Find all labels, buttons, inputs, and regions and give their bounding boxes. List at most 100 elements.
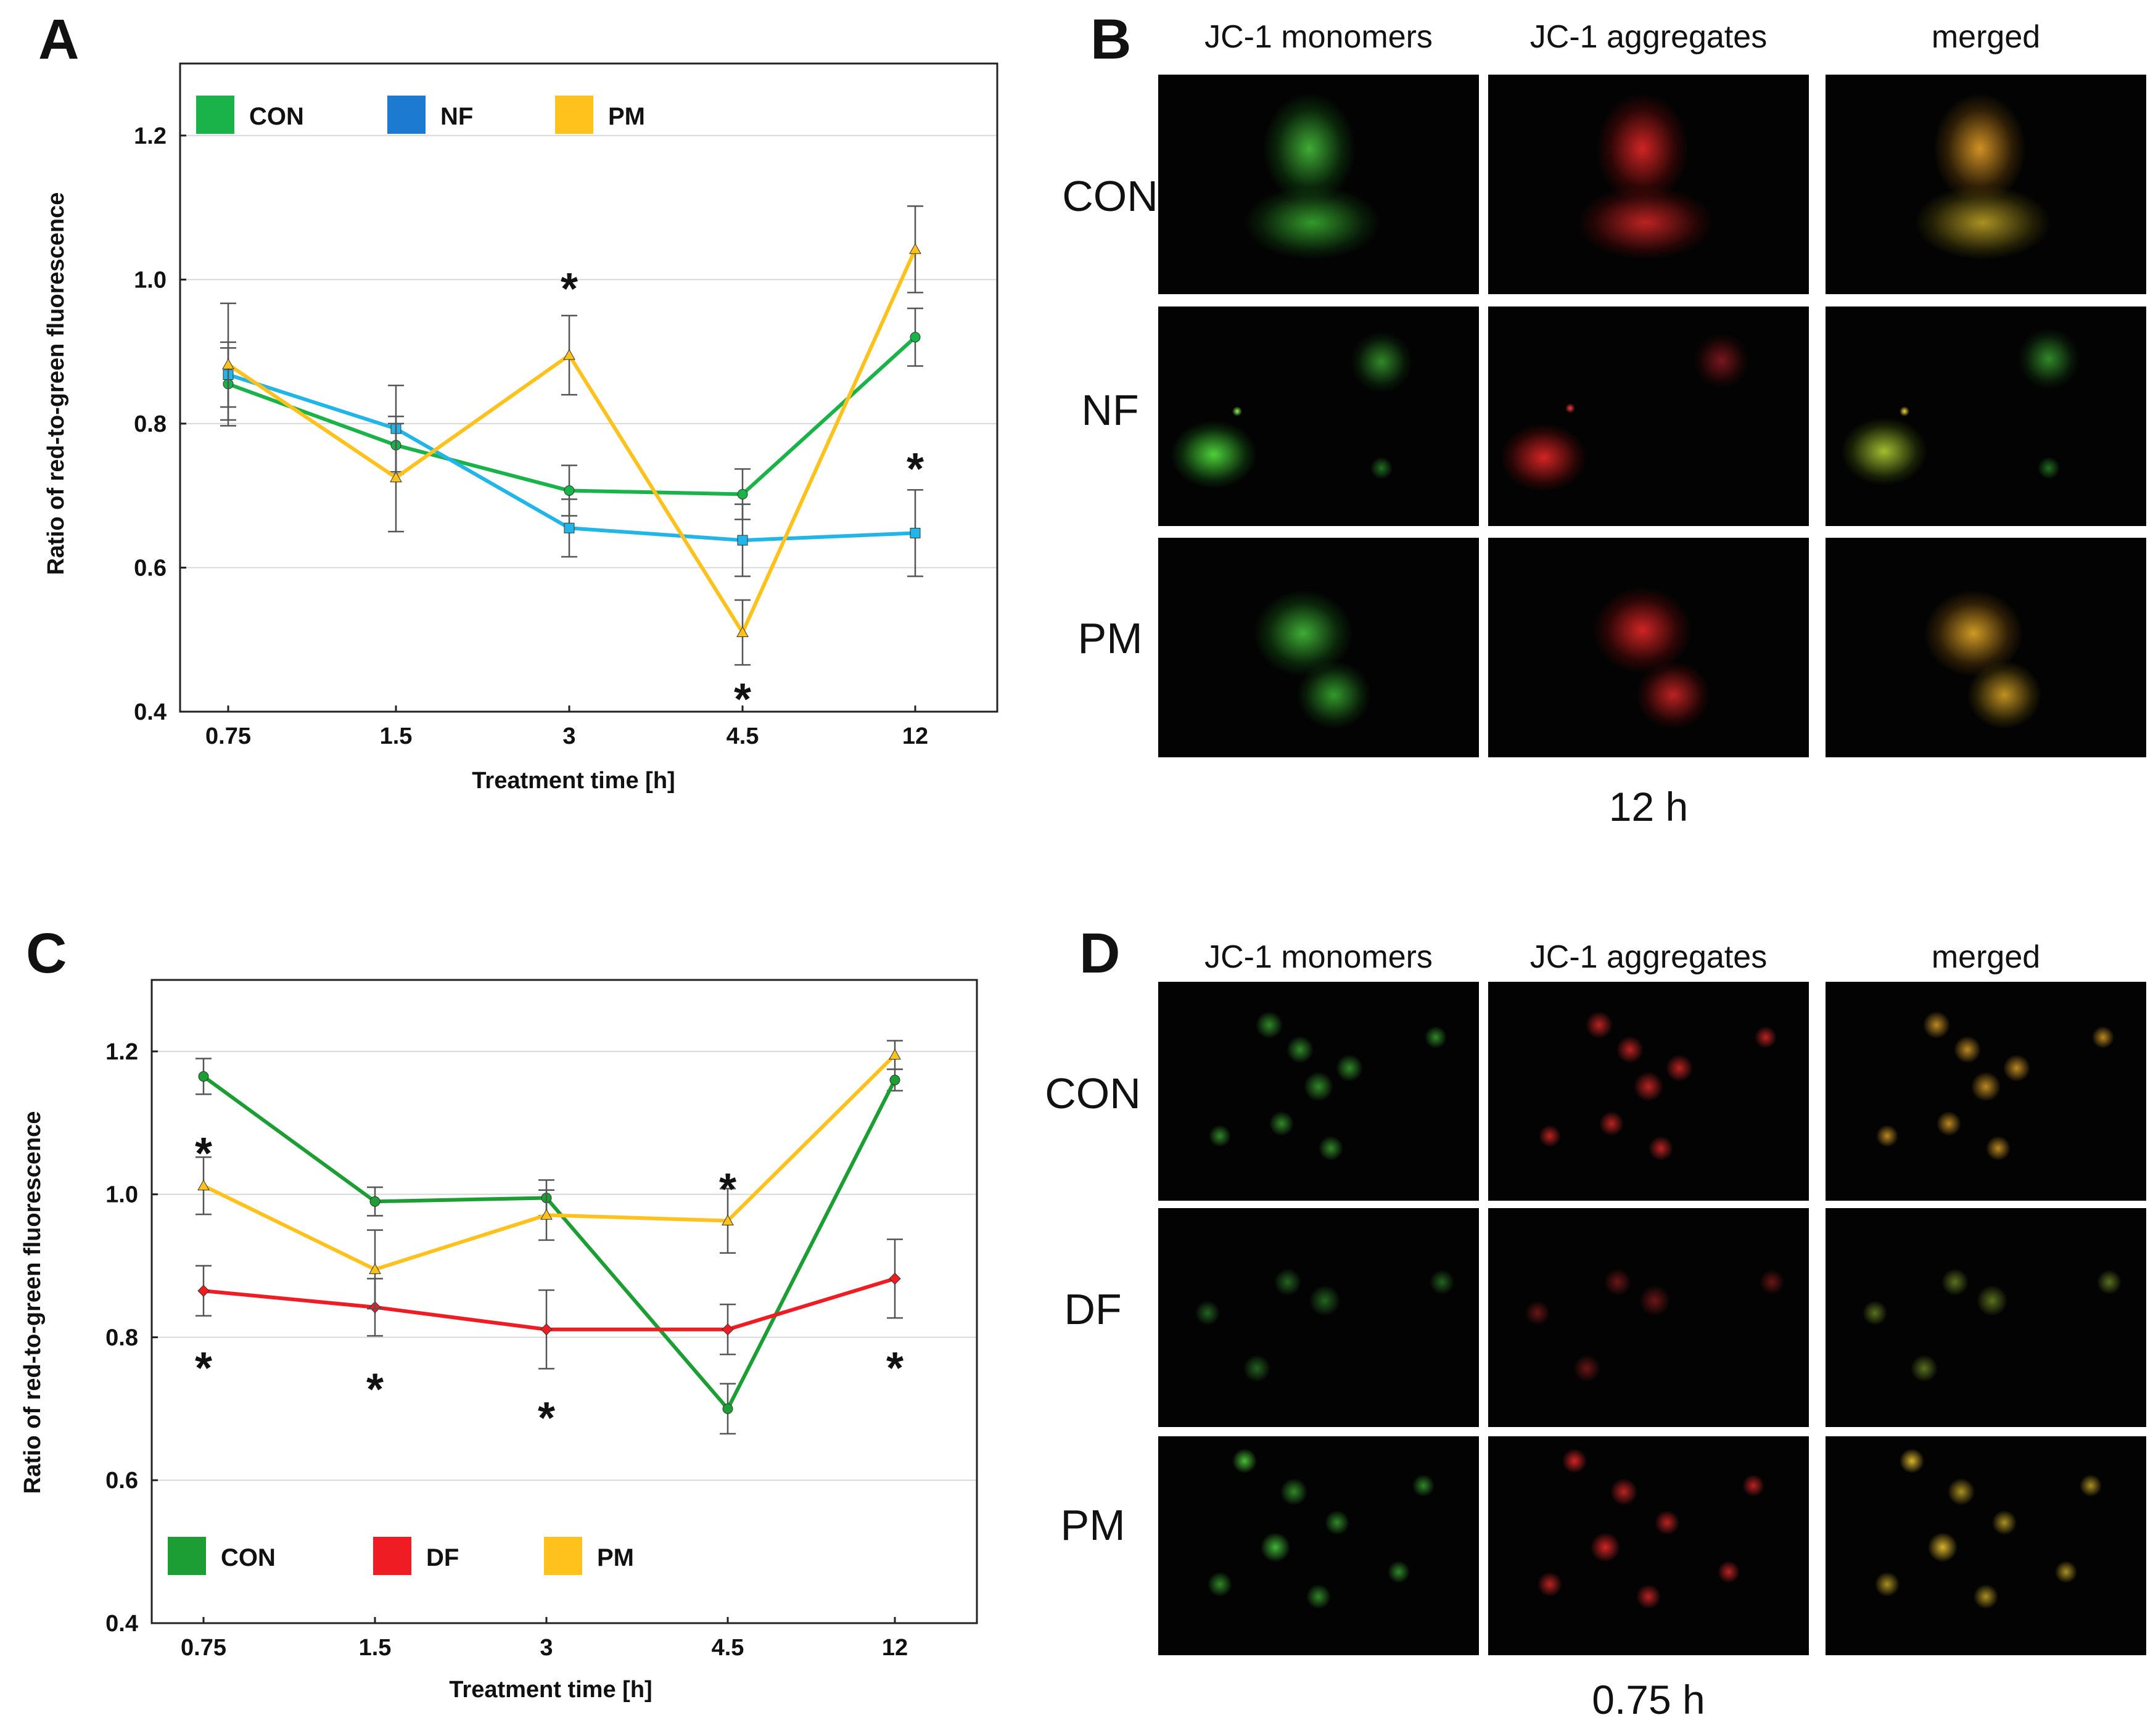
- chart-a-legend-swatch: [387, 96, 426, 134]
- chart-a-frame: [179, 62, 998, 713]
- micrograph-d-con-monomers: [1158, 982, 1479, 1201]
- chart-c-legend-label: CON: [221, 1544, 276, 1571]
- chart-c-point-df: [540, 1323, 553, 1336]
- chart-c-significance-marker: *: [195, 1344, 212, 1393]
- chart-c-significance-marker: *: [538, 1394, 555, 1443]
- chart-c-point-con: [369, 1196, 381, 1207]
- micrograph-d-con-aggregates: [1488, 982, 1809, 1201]
- chart-a-legend-swatch: [555, 96, 593, 134]
- chart-c-ytick-label: 0.6: [105, 1468, 138, 1494]
- micrograph-b-pm-merged: [1826, 538, 2146, 757]
- chart-c: 0.4 0.6 0.8 1.0 1.2 0.75 1.5 3 4.5 12 CON DF PM * * *…: [20, 979, 978, 1703]
- micrograph-b-nf-monomers: [1158, 306, 1479, 526]
- panel-b-col-header-monomers: JC-1 monomers: [1204, 19, 1433, 55]
- chart-a-xlabel: Treatment time [h]: [472, 768, 675, 794]
- panel-letter-d: D: [1079, 922, 1121, 985]
- chart-c-ytick-label: 1.0: [105, 1182, 138, 1208]
- chart-a-point-pm: [222, 358, 234, 369]
- chart-c-significance-marker: *: [366, 1365, 384, 1415]
- chart-c-xtick-label: 1.5: [359, 1635, 392, 1661]
- chart-c-ytick-label: 0.8: [105, 1325, 138, 1351]
- chart-c-point-pm: [889, 1048, 901, 1060]
- chart-a-point-con: [910, 332, 921, 343]
- chart-c-point-pm: [540, 1209, 553, 1220]
- chart-a-legend-label: CON: [249, 103, 304, 130]
- chart-a-legend-item-nf: NF: [387, 96, 473, 134]
- panel-b-row-label-nf: NF: [1081, 386, 1139, 434]
- chart-a-xtick-label: 12: [902, 723, 928, 749]
- chart-a-point-con: [564, 485, 575, 496]
- chart-c-point-con: [889, 1074, 900, 1085]
- chart-c-ylabel: Ratio of red-to-green fluorescence: [20, 1111, 46, 1494]
- micrograph-d-con-merged: [1826, 982, 2146, 1201]
- chart-c-legend-swatch: [373, 1537, 411, 1575]
- panel-letter-c: C: [26, 922, 67, 985]
- chart-a-legend-item-con: CON: [196, 96, 304, 134]
- chart-c-legend-swatch: [168, 1537, 206, 1575]
- chart-a-ylabel: Ratio of red-to-green fluorescence: [43, 192, 69, 575]
- panel-d-row-label-pm: PM: [1060, 1501, 1126, 1549]
- chart-a-point-con: [737, 488, 748, 500]
- chart-c-significance-marker: *: [886, 1344, 904, 1393]
- micrograph-d-pm-merged: [1826, 1436, 2146, 1655]
- chart-c-legend-item-df: DF: [373, 1537, 459, 1575]
- micrograph-d-df-aggregates: [1488, 1208, 1809, 1427]
- chart-c-legend-swatch: [544, 1537, 582, 1575]
- chart-a-legend-label: NF: [440, 103, 473, 130]
- chart-c-point-df: [197, 1285, 210, 1297]
- chart-c-legend-item-pm: PM: [544, 1537, 634, 1575]
- chart-a-legend-label: PM: [608, 103, 645, 130]
- micrograph-b-nf-merged: [1826, 306, 2146, 526]
- chart-c-legend-label: DF: [426, 1544, 459, 1571]
- chart-c-frame: [150, 979, 978, 1624]
- chart-a-point-pm: [563, 348, 575, 360]
- micrograph-b-pm-aggregates: [1488, 538, 1809, 757]
- chart-c-point-pm: [369, 1263, 381, 1274]
- chart-a-point-pm: [390, 471, 402, 482]
- chart-a-ytick-label: 1.0: [134, 267, 167, 293]
- chart-a-ytick-label: 0.4: [134, 699, 167, 725]
- chart-a-significance-marker: *: [734, 675, 751, 725]
- panel-b-col-header-merged: merged: [1931, 19, 2041, 55]
- chart-c-point-pm: [197, 1179, 210, 1191]
- chart-a-xtick-label: 0.75: [205, 723, 251, 749]
- panel-letter-b: B: [1090, 8, 1132, 71]
- chart-c-xtick-label: 4.5: [712, 1635, 744, 1661]
- chart-a-significance-marker: *: [907, 445, 924, 494]
- micrograph-b-con-monomers: [1158, 75, 1479, 294]
- panel-d-row-label-df: DF: [1064, 1285, 1122, 1333]
- chart-a-significance-marker: *: [561, 265, 578, 314]
- chart-c-xtick-label: 0.75: [181, 1635, 226, 1661]
- chart-a-xtick-label: 1.5: [380, 723, 413, 749]
- micrograph-b-pm-monomers: [1158, 538, 1479, 757]
- chart-c-point-con: [722, 1403, 733, 1414]
- panel-d-col-header-aggregates: JC-1 aggregates: [1529, 939, 1768, 975]
- panel-b-col-header-aggregates: JC-1 aggregates: [1529, 19, 1768, 55]
- chart-c-line-con: [202, 1075, 897, 1411]
- chart-c-point-pm: [722, 1214, 734, 1226]
- chart-c-legend-label: PM: [597, 1544, 634, 1571]
- panel-d-time-label: 0.75 h: [1592, 1677, 1705, 1722]
- micrograph-d-df-monomers: [1158, 1208, 1479, 1427]
- chart-a-point-pm: [909, 243, 921, 254]
- chart-c-xlabel: Treatment time [h]: [449, 1677, 652, 1703]
- panel-d-col-header-merged: merged: [1931, 939, 2041, 975]
- chart-a-point-nf: [910, 527, 921, 538]
- chart-c-point-con: [198, 1071, 209, 1082]
- micrograph-d-pm-aggregates: [1488, 1436, 1809, 1655]
- chart-a-xtick-label: 3: [562, 723, 575, 749]
- chart-c-significance-marker: *: [195, 1129, 212, 1179]
- chart-c-ytick-label: 1.2: [105, 1039, 138, 1065]
- chart-a-point-nf: [564, 522, 575, 533]
- chart-c-xtick-label: 12: [882, 1635, 908, 1661]
- chart-c-xtick-label: 3: [540, 1635, 553, 1661]
- micrograph-d-df-merged: [1826, 1208, 2146, 1427]
- micrograph-b-con-aggregates: [1488, 75, 1809, 294]
- chart-c-legend-item-con: CON: [168, 1537, 276, 1575]
- chart-a-point-pm: [736, 626, 749, 638]
- panel-b-time-label: 12 h: [1608, 784, 1689, 829]
- panel-b-row-label-con: CON: [1062, 172, 1158, 220]
- panel-d-col-header-monomers: JC-1 monomers: [1204, 939, 1433, 975]
- chart-a-legend-item-pm: PM: [555, 96, 645, 134]
- chart-a-legend-swatch: [196, 96, 234, 134]
